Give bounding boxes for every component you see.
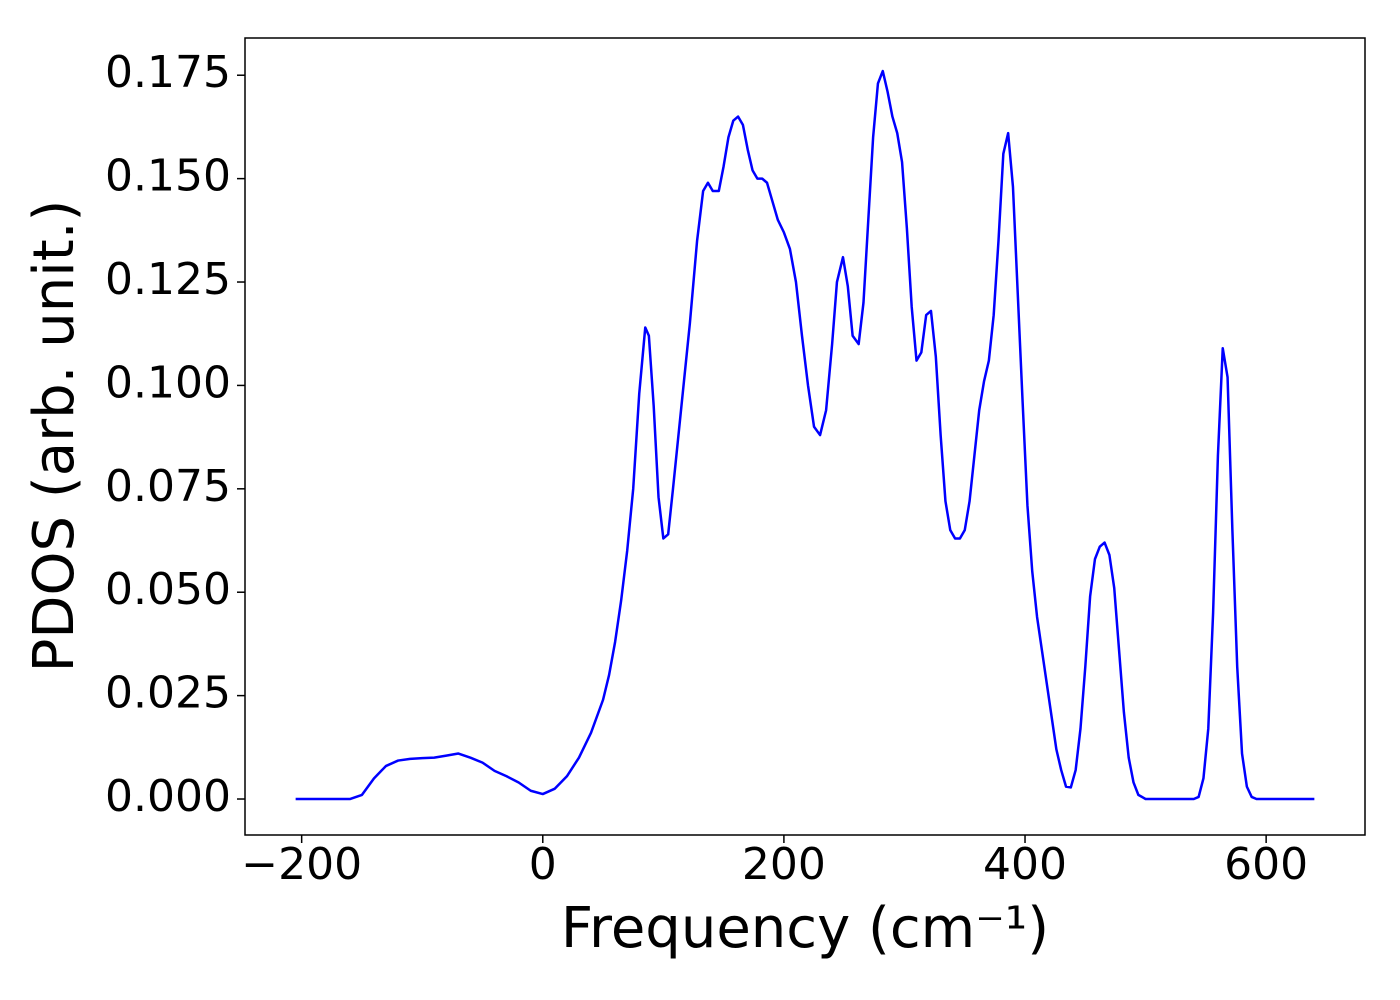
x-tick-label: −200 bbox=[241, 839, 362, 890]
y-tick-label: 0.100 bbox=[105, 357, 231, 408]
y-tick-label: 0.050 bbox=[105, 564, 231, 615]
x-tick-label: 600 bbox=[1224, 839, 1308, 890]
plot-frame bbox=[244, 37, 1366, 836]
x-tick-label: 0 bbox=[529, 839, 557, 890]
y-tick-label: 0.175 bbox=[105, 47, 231, 98]
y-tick-label: 0.125 bbox=[105, 254, 231, 305]
data-line bbox=[295, 69, 1315, 801]
y-tick-label: 0.150 bbox=[105, 151, 231, 202]
x-tick-label: 400 bbox=[983, 839, 1067, 890]
y-tick-label: 0.025 bbox=[105, 668, 231, 719]
x-axis-label: Frequency (cm⁻¹) bbox=[561, 896, 1049, 961]
y-tick-label: 0.075 bbox=[105, 461, 231, 512]
y-axis-label: PDOS (arb. unit.) bbox=[22, 200, 87, 673]
y-tick-label: 0.000 bbox=[105, 771, 231, 822]
x-tick-label: 200 bbox=[742, 839, 826, 890]
